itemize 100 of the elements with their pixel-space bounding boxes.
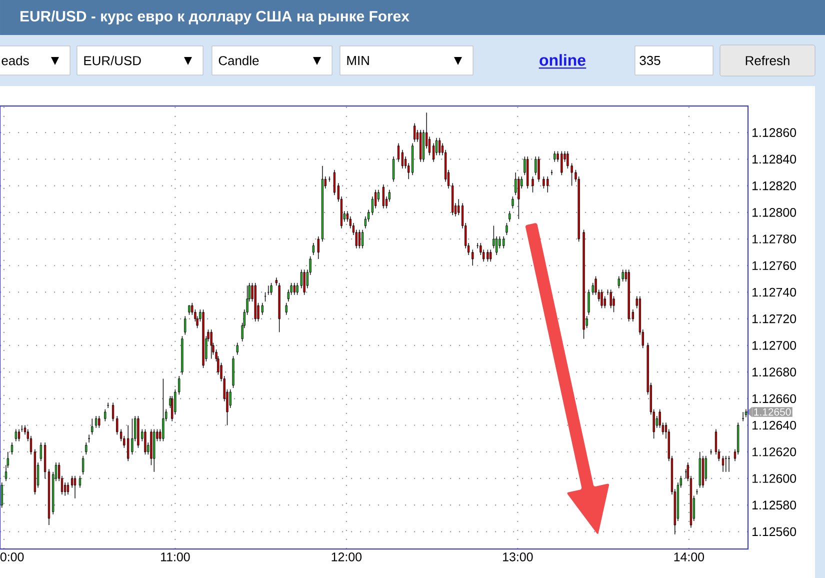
candlestick	[131, 418, 134, 455]
y-tick-label: 1.12620	[752, 447, 796, 456]
candlestick	[546, 176, 549, 193]
candlestick	[358, 229, 361, 249]
candlestick	[392, 156, 395, 182]
candlestick	[498, 236, 501, 249]
candlestick	[312, 242, 314, 256]
y-tick-label: 1.12760	[752, 261, 796, 270]
candlestick	[0, 482, 3, 508]
candlestick	[492, 225, 495, 249]
candlestick	[361, 229, 364, 249]
text: Refresh	[746, 56, 790, 66]
x-tick-label: 13:00	[503, 552, 533, 562]
candlestick	[285, 302, 288, 316]
y-tick-label: 1.12800	[752, 208, 796, 217]
candlestick	[333, 169, 336, 196]
candlestick	[704, 456, 707, 482]
y-tick-label: 1.12700	[752, 341, 796, 350]
y-tick-label: 1.12740	[752, 288, 796, 297]
chart-title: EUR/USD - курс евро к доллару США на рынке Forex	[20, 10, 410, 24]
y-tick-label: 1.12840	[752, 154, 796, 164]
candlestick	[66, 482, 70, 495]
y-tick-label: 1.12860	[752, 128, 796, 137]
candlestick	[618, 276, 620, 289]
candlestick	[506, 222, 508, 236]
candlestick	[78, 475, 82, 488]
candlestick	[317, 236, 320, 260]
candlestick	[722, 456, 724, 472]
candlestick	[303, 269, 306, 296]
text: Candle	[218, 56, 259, 66]
candlestick	[64, 482, 66, 496]
candlestick	[518, 176, 520, 220]
candlestick	[104, 408, 106, 422]
candlestick	[604, 296, 606, 309]
candlestick	[377, 189, 380, 202]
candlestick	[236, 342, 238, 356]
x-tick-label: 11:00	[161, 552, 190, 562]
y-tick-label: 1.12780	[752, 234, 796, 244]
candlestick	[512, 196, 514, 209]
y-tick-label: 1.12720	[752, 314, 796, 324]
candlestick	[229, 388, 232, 408]
candlestick	[622, 269, 624, 282]
text: 335	[640, 56, 660, 66]
y-tick-label: 1.12600	[752, 474, 796, 483]
candlestick	[486, 249, 489, 262]
candlestick	[184, 316, 186, 336]
y-tick-label: 1.12820	[752, 181, 796, 190]
candlestick	[127, 424, 130, 462]
text: online	[540, 54, 586, 66]
candlestick	[612, 296, 615, 313]
candlestick	[10, 442, 14, 455]
candlestick	[210, 329, 212, 360]
candlestick	[566, 150, 569, 169]
candlestick	[656, 416, 658, 428]
x-tick-label: 0:00	[0, 552, 24, 562]
text: MIN	[347, 56, 369, 65]
candlestick	[514, 172, 517, 196]
candlestick	[85, 442, 88, 455]
candlestick	[382, 184, 384, 209]
candlestick	[71, 475, 74, 488]
candlestick	[188, 305, 190, 316]
candlestick	[112, 402, 114, 422]
y-tick-label: 1.12560	[752, 527, 796, 536]
candlestick	[632, 309, 634, 322]
candlestick	[414, 122, 416, 142]
candlestick	[534, 156, 537, 176]
candlestick	[40, 442, 42, 462]
text: eads	[2, 56, 29, 66]
candlestick	[554, 150, 556, 162]
candlestick	[508, 210, 511, 222]
candlestick	[91, 418, 94, 435]
candlestick	[490, 249, 492, 262]
candlestick	[144, 428, 146, 455]
candlestick	[588, 289, 590, 316]
candlestick	[14, 428, 18, 442]
candlestick	[404, 156, 407, 169]
y-tick-label: 1.12680	[752, 368, 796, 376]
candlestick	[261, 302, 264, 316]
candlestick	[116, 416, 118, 435]
candlestick	[532, 176, 534, 193]
candlestick	[162, 378, 164, 442]
y-tick-label: 1.12580	[752, 500, 796, 510]
candlestick	[472, 249, 474, 266]
candlestick	[542, 176, 545, 189]
candlestick	[300, 269, 302, 289]
text: EUR/USD	[84, 56, 141, 66]
candlestick	[82, 456, 84, 475]
y-tick-label: 1.12640	[752, 420, 796, 430]
candlestick	[401, 150, 404, 169]
candlestick	[88, 434, 90, 443]
x-tick-label: 14:00	[674, 552, 704, 562]
candlestick	[538, 156, 540, 182]
candlestick	[95, 416, 98, 428]
candlestick	[600, 289, 603, 309]
candlestick	[98, 416, 100, 428]
candlestick	[560, 150, 563, 176]
candlestick	[728, 456, 730, 472]
candlestick	[293, 282, 296, 296]
candlestick	[270, 282, 272, 296]
x-tick-label: 12:00	[332, 552, 362, 562]
